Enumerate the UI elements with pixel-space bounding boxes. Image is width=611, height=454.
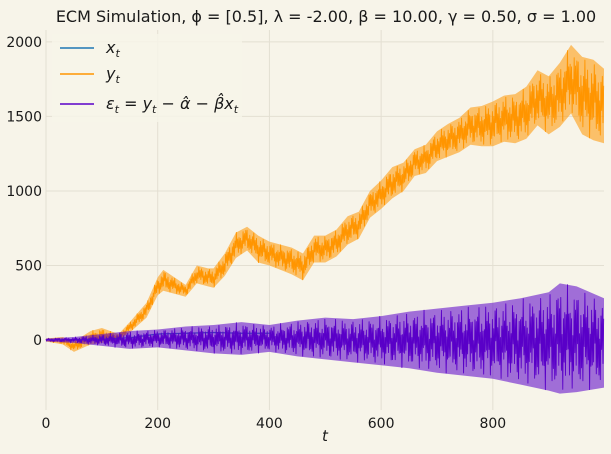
legend: xt yt εt = yt − α̂ − β̂xt: [52, 34, 242, 122]
chart-title: ECM Simulation, ϕ = [0.5], λ = -2.00, β …: [56, 7, 596, 26]
x-tick-label: 600: [368, 416, 395, 432]
legend-label-eps_t: εt = yt − α̂ − β̂xt: [106, 93, 239, 116]
series-layer: [45, 44, 605, 394]
x-tick-label: 0: [42, 416, 51, 432]
series-band-y_t: [46, 44, 604, 352]
axes: 0 200 400 600 800 0 500 1000 1500 2000: [6, 35, 506, 432]
x-tick-label: 400: [256, 416, 283, 432]
y-tick-label: 500: [15, 258, 42, 274]
x-tick-label: 200: [144, 416, 171, 432]
y-tick-label: 0: [33, 333, 42, 349]
legend-label-y_t: yt: [105, 64, 120, 86]
legend-label-x_t: xt: [105, 38, 120, 60]
x-axis-label: t: [322, 427, 329, 445]
y-tick-label: 1000: [6, 184, 42, 200]
series-band-eps_t: [46, 283, 604, 394]
y-tick-label: 2000: [6, 35, 42, 51]
x-tick-label: 800: [479, 416, 506, 432]
y-tick-label: 1500: [6, 109, 42, 125]
